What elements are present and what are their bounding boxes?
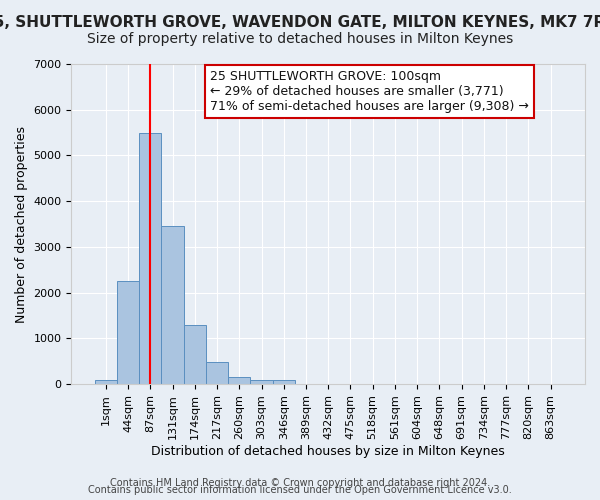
- Text: 25, SHUTTLEWORTH GROVE, WAVENDON GATE, MILTON KEYNES, MK7 7RX: 25, SHUTTLEWORTH GROVE, WAVENDON GATE, M…: [0, 15, 600, 30]
- Bar: [117, 281, 139, 384]
- Bar: [228, 377, 250, 384]
- Text: Contains public sector information licensed under the Open Government Licence v3: Contains public sector information licen…: [88, 485, 512, 495]
- Bar: [161, 226, 184, 384]
- Bar: [139, 132, 161, 384]
- Text: 25 SHUTTLEWORTH GROVE: 100sqm
← 29% of detached houses are smaller (3,771)
71% o: 25 SHUTTLEWORTH GROVE: 100sqm ← 29% of d…: [210, 70, 529, 114]
- Bar: [95, 380, 117, 384]
- Bar: [272, 380, 295, 384]
- Bar: [184, 324, 206, 384]
- X-axis label: Distribution of detached houses by size in Milton Keynes: Distribution of detached houses by size …: [151, 444, 505, 458]
- Text: Size of property relative to detached houses in Milton Keynes: Size of property relative to detached ho…: [87, 32, 513, 46]
- Bar: [250, 380, 272, 384]
- Bar: [206, 362, 228, 384]
- Text: Contains HM Land Registry data © Crown copyright and database right 2024.: Contains HM Land Registry data © Crown c…: [110, 478, 490, 488]
- Y-axis label: Number of detached properties: Number of detached properties: [15, 126, 28, 322]
